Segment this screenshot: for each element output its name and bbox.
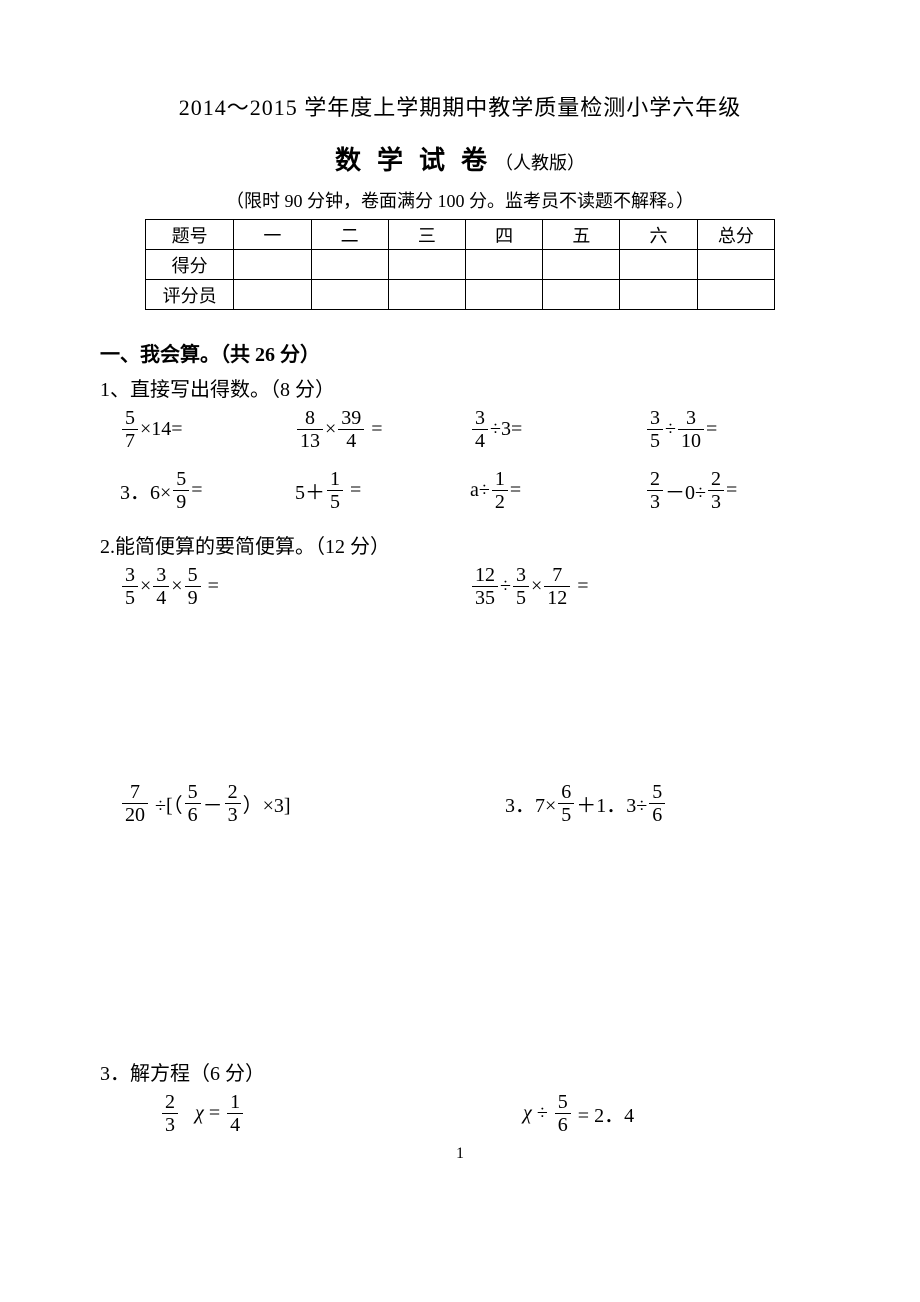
q1-item: 34÷3=: [470, 408, 645, 451]
workspace: [100, 993, 820, 1053]
workspace: [100, 843, 820, 993]
q3-row: 23 χ = 14 χ ÷ 56 = 2．4: [160, 1092, 820, 1135]
subject-label: 数学试卷: [335, 146, 487, 175]
instructions: （限时 90 分钟，卷面满分 100 分。监考员不读题不解释。）: [100, 187, 820, 213]
page: 2014～2015 学年度上学期期中教学质量检测小学六年级 数学试卷 （人教版）…: [0, 0, 920, 1193]
q1-item: 57×14=: [120, 408, 295, 451]
page-number: 1: [0, 1145, 920, 1163]
row-label: 题号: [146, 220, 234, 250]
q2-item-a: 35×34×59 =: [120, 565, 470, 608]
subtitle-row: 数学试卷 （人教版）: [100, 140, 820, 177]
q2-head: 2.能简便算的要简便算。（12 分）: [100, 530, 820, 559]
q1-row-2: 3．6×59= 5＋15 = a÷12= 23－0÷23=: [120, 469, 820, 512]
col-label: 总分: [697, 220, 774, 250]
q2-row-2: 720 ÷[（56－23）×3] 3．7×65＋1．3÷56: [120, 782, 820, 825]
q1-head: 1、直接写出得数。（8 分）: [100, 373, 820, 402]
q1-row-1: 57×14= 813×394 = 34÷3= 35÷310=: [120, 408, 820, 451]
q2-item-b: 1235÷35×712 =: [470, 565, 820, 608]
q2-item-c: 720 ÷[（56－23）×3]: [120, 782, 505, 825]
q2-row-1: 35×34×59 = 1235÷35×712 =: [120, 565, 820, 608]
version-label: （人教版）: [495, 153, 585, 173]
q1-item: 813×394 =: [295, 408, 470, 451]
row-label: 得分: [146, 250, 234, 280]
q1-item: 23－0÷23=: [645, 469, 820, 512]
q1-item: 5＋15 =: [295, 469, 470, 512]
section-1-head: 一、我会算。（共 26 分）: [100, 338, 820, 367]
score-table: 题号 一 二 三 四 五 六 总分 得分 评分员: [145, 219, 775, 310]
q3-item-b: χ ÷ 56 = 2．4: [523, 1092, 820, 1135]
col-label: 一: [234, 220, 311, 250]
q3-head: 3．解方程（6 分）: [100, 1057, 820, 1086]
table-row: 得分: [146, 250, 775, 280]
table-row: 题号 一 二 三 四 五 六 总分: [146, 220, 775, 250]
q2-item-d: 3．7×65＋1．3÷56: [505, 782, 820, 825]
q1-item: 35÷310=: [645, 408, 820, 451]
q1-item: 3．6×59=: [120, 469, 295, 512]
col-label: 四: [465, 220, 542, 250]
col-label: 六: [620, 220, 697, 250]
page-title: 2014～2015 学年度上学期期中教学质量检测小学六年级: [100, 90, 820, 122]
q3-item-a: 23 χ = 14: [160, 1092, 523, 1135]
q1-item: a÷12=: [470, 469, 645, 512]
table-row: 评分员: [146, 280, 775, 310]
row-label: 评分员: [146, 280, 234, 310]
workspace: [100, 626, 820, 776]
col-label: 二: [311, 220, 388, 250]
col-label: 五: [543, 220, 620, 250]
col-label: 三: [388, 220, 465, 250]
